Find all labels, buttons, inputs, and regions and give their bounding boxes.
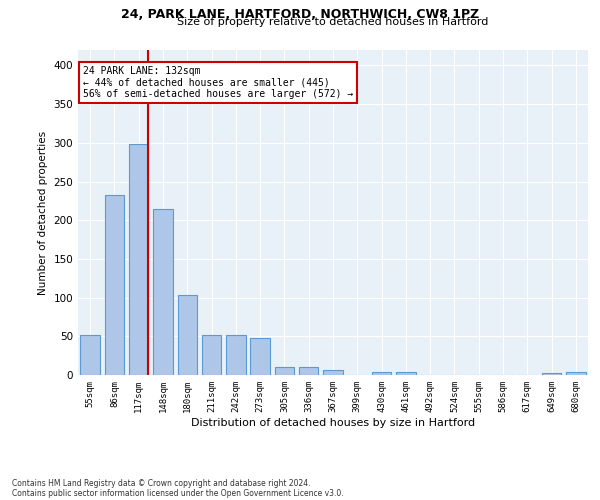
Bar xyxy=(396,372,416,375)
Text: Contains HM Land Registry data © Crown copyright and database right 2024.: Contains HM Land Registry data © Crown c… xyxy=(12,478,311,488)
Bar xyxy=(372,372,391,375)
Y-axis label: Number of detached properties: Number of detached properties xyxy=(38,130,48,294)
Bar xyxy=(566,372,586,375)
Bar xyxy=(80,335,100,375)
Bar xyxy=(250,338,270,375)
X-axis label: Distribution of detached houses by size in Hartford: Distribution of detached houses by size … xyxy=(191,418,475,428)
Bar xyxy=(299,368,319,375)
Bar xyxy=(275,368,294,375)
Bar xyxy=(542,372,561,375)
Bar xyxy=(323,370,343,375)
Bar xyxy=(153,208,173,375)
Bar xyxy=(129,144,148,375)
Bar xyxy=(202,335,221,375)
Title: Size of property relative to detached houses in Hartford: Size of property relative to detached ho… xyxy=(178,17,488,27)
Text: Contains public sector information licensed under the Open Government Licence v3: Contains public sector information licen… xyxy=(12,488,344,498)
Bar xyxy=(226,335,245,375)
Bar xyxy=(178,296,197,375)
Text: 24 PARK LANE: 132sqm
← 44% of detached houses are smaller (445)
56% of semi-deta: 24 PARK LANE: 132sqm ← 44% of detached h… xyxy=(83,66,353,100)
Bar xyxy=(105,196,124,375)
Text: 24, PARK LANE, HARTFORD, NORTHWICH, CW8 1PZ: 24, PARK LANE, HARTFORD, NORTHWICH, CW8 … xyxy=(121,8,479,20)
